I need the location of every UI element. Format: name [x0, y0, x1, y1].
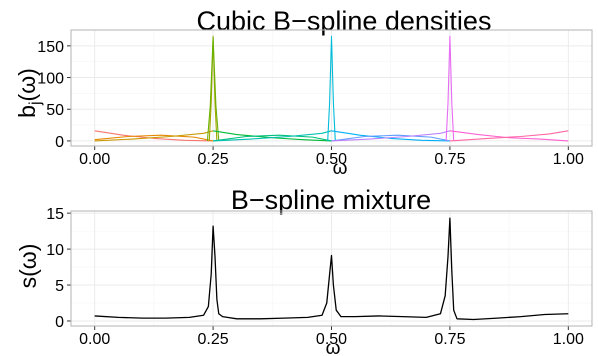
y-tick-label: 0: [55, 134, 64, 151]
series-line-12: [331, 130, 451, 142]
x-tick-label: 0.25: [198, 151, 229, 168]
y-tick-label: 0: [55, 314, 64, 331]
bottom-plot-area: 0.00 0.25 0.50 0.75 1.00 0 5 10 15: [46, 206, 593, 348]
x-tick-label: 0.00: [79, 331, 110, 348]
top-chart-title: Cubic B−spline densities: [197, 6, 492, 36]
series-line-3: [94, 130, 214, 142]
panel-border: [70, 29, 593, 147]
y-tick-label: 10: [46, 242, 64, 259]
series-line-8: [213, 130, 332, 142]
series-line-1: [94, 130, 214, 142]
top-plot-area: 0.00 0.25 0.50 0.75 1.00 0 50 100 150: [37, 29, 593, 168]
x-tick-label: 0.00: [79, 151, 110, 168]
series-line-7: [213, 134, 332, 142]
series-line-13: [445, 35, 455, 141]
x-tick-label: 0.50: [316, 151, 347, 168]
x-tick-label: 0.75: [434, 151, 465, 168]
y-tick-label: 100: [37, 71, 64, 88]
x-tick-label: 0.50: [316, 331, 347, 348]
x-tick-label: 1.00: [553, 331, 584, 348]
x-tick-label: 0.75: [434, 331, 465, 348]
series-line-15: [449, 130, 569, 142]
y-tick-label: 50: [46, 102, 64, 119]
top-chart-xlabel: ω: [333, 158, 348, 179]
top-chart: Cubic B−spline densities bj(ω) ω 0.00 0.2…: [14, 6, 593, 179]
series-line-11: [331, 134, 451, 142]
bottom-chart-xlabel: ω: [326, 338, 341, 356]
y-tick-label: 150: [37, 39, 64, 56]
series-line-1: [94, 217, 569, 321]
panel-border: [70, 210, 593, 327]
series-line-4: [208, 35, 218, 141]
top-chart-ylabel: bj(ω): [14, 68, 44, 118]
bottom-chart-ylabel: s(ω): [15, 244, 41, 289]
y-tick-label: 15: [46, 206, 64, 223]
series-line-2: [94, 134, 214, 142]
series-line-10: [331, 130, 450, 142]
series-line-5: [206, 37, 220, 141]
bottom-chart: B−spline mixture s(ω) ω 0.00 0.25 0.50 0.75…: [15, 185, 593, 356]
series-line-14: [449, 130, 569, 142]
y-tick-label: 5: [55, 278, 64, 295]
series-line-9: [327, 35, 336, 141]
x-tick-label: 0.25: [198, 331, 229, 348]
bottom-chart-title: B−spline mixture: [231, 185, 431, 215]
x-tick-label: 1.00: [553, 151, 584, 168]
